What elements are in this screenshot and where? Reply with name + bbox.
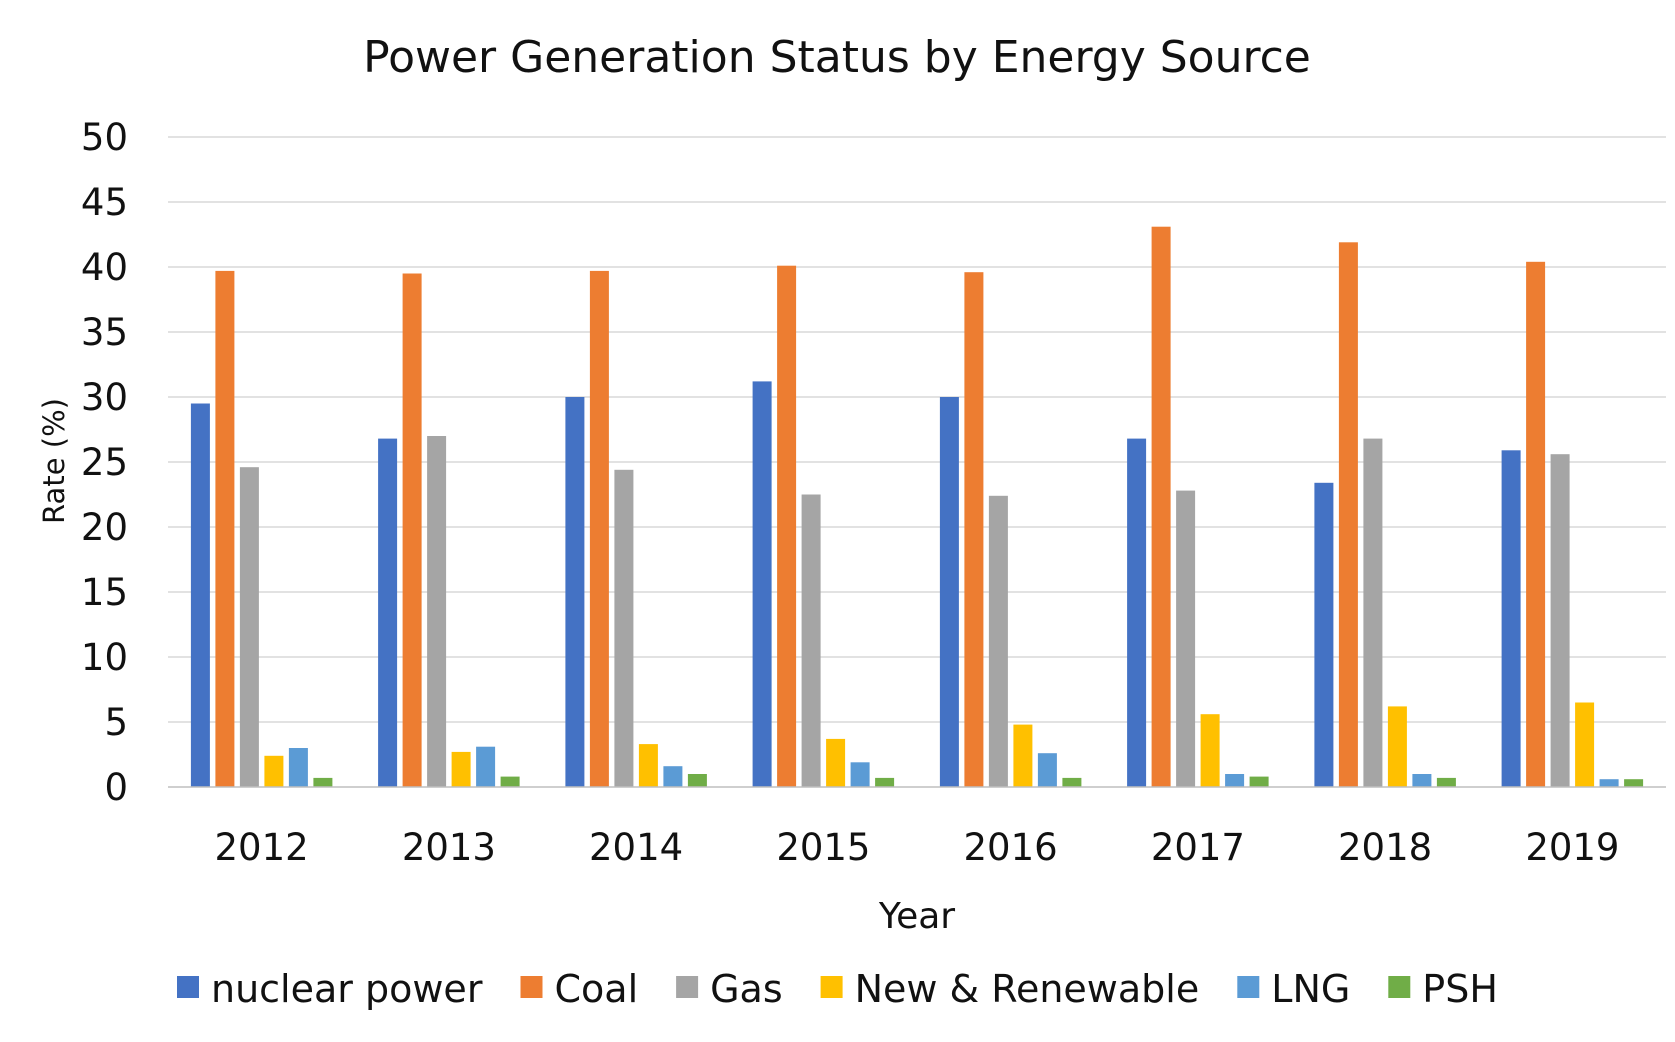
- bar-2016-nuclear-power: [939, 397, 959, 787]
- bar-2012-coal: [215, 270, 235, 787]
- bar-2018-nuclear-power: [1314, 482, 1334, 787]
- x-tick-label: 2013: [402, 826, 496, 869]
- bar-2019-psh: [1624, 779, 1644, 787]
- bar-2014-new-renewable: [638, 744, 658, 787]
- bar-2014-lng: [663, 766, 683, 787]
- y-tick-label: 35: [81, 311, 128, 354]
- bar-2012-lng: [288, 748, 308, 787]
- y-tick-label: 45: [81, 181, 128, 224]
- bar-2019-coal: [1526, 261, 1546, 787]
- legend-swatch-new-renewable: [820, 976, 843, 998]
- bar-2017-psh: [1249, 776, 1269, 787]
- y-tick-label: 10: [81, 636, 128, 679]
- legend-label: nuclear power: [211, 967, 483, 1011]
- bar-2012-nuclear-power: [190, 403, 210, 787]
- bar-2012-new-renewable: [264, 755, 284, 787]
- bar-2018-new-renewable: [1387, 706, 1407, 787]
- legend-label: Coal: [555, 967, 639, 1011]
- x-tick-label: 2018: [1338, 826, 1432, 869]
- x-axis-ticks: 2012 2013 2014 2015 2016 2017 2018 2019: [215, 826, 1620, 869]
- x-tick-label: 2016: [964, 826, 1058, 869]
- bar-2018-coal: [1338, 242, 1358, 788]
- bar-2015-coal: [777, 265, 797, 787]
- y-tick-label: 0: [104, 766, 128, 809]
- bar-2012-gas: [239, 467, 259, 787]
- legend-swatch-coal: [520, 976, 543, 998]
- bar-2017-lng: [1225, 774, 1245, 787]
- x-tick-label: 2019: [1525, 826, 1619, 869]
- legend: nuclear power Coal Gas New & Renewable LNG PS…: [177, 967, 1498, 1011]
- bar-2014-psh: [687, 774, 707, 787]
- y-tick-label: 15: [81, 571, 128, 614]
- legend-swatch-nuclear-power: [177, 976, 199, 998]
- x-tick-label: 2015: [776, 826, 870, 869]
- bar-2018-lng: [1412, 774, 1432, 787]
- bar-2014-nuclear-power: [565, 397, 585, 787]
- legend-label: New & Renewable: [855, 967, 1200, 1011]
- y-tick-label: 40: [81, 246, 128, 289]
- bar-2015-gas: [801, 494, 821, 787]
- bar-2019-new-renewable: [1575, 702, 1595, 787]
- y-axis-title: Rate (%): [37, 398, 71, 524]
- bar-2017-nuclear-power: [1127, 438, 1147, 787]
- y-tick-label: 5: [104, 701, 128, 744]
- bar-2016-gas: [988, 495, 1008, 787]
- bar-2017-gas: [1176, 490, 1196, 787]
- legend-label: Gas: [710, 967, 783, 1011]
- bar-2013-lng: [476, 746, 496, 787]
- bar-2016-lng: [1037, 753, 1057, 787]
- bar-2018-gas: [1363, 438, 1383, 787]
- x-axis-title: Year: [878, 896, 955, 937]
- bar-2013-coal: [402, 273, 422, 787]
- bar-2015-nuclear-power: [752, 381, 772, 787]
- bar-2019-gas: [1550, 454, 1570, 787]
- y-tick-label: 20: [81, 506, 128, 549]
- x-tick-label: 2014: [589, 826, 683, 869]
- chart-title: Power Generation Status by Energy Source: [363, 32, 1311, 83]
- y-tick-label: 25: [81, 441, 128, 484]
- legend-swatch-lng: [1237, 976, 1260, 998]
- bar-2013-gas: [427, 436, 447, 787]
- bar-2016-new-renewable: [1013, 724, 1033, 787]
- bar-2013-new-renewable: [451, 751, 471, 787]
- bar-2015-psh: [875, 777, 895, 787]
- bar-2018-psh: [1436, 777, 1456, 787]
- legend-label: PSH: [1422, 967, 1498, 1011]
- bar-2019-nuclear-power: [1501, 450, 1521, 787]
- x-tick-label: 2017: [1151, 826, 1245, 869]
- legend-swatch-psh: [1388, 976, 1411, 998]
- bar-2016-coal: [964, 272, 984, 787]
- bar-2013-nuclear-power: [378, 438, 398, 787]
- bar-2012-psh: [313, 777, 333, 787]
- bar-2016-psh: [1062, 777, 1082, 787]
- x-tick-label: 2012: [215, 826, 309, 869]
- bar-2017-new-renewable: [1200, 714, 1220, 787]
- legend-swatch-gas: [676, 976, 699, 998]
- bar-2017-coal: [1151, 226, 1171, 787]
- bar-2013-psh: [500, 776, 520, 787]
- bar-2015-new-renewable: [826, 738, 846, 787]
- bar-2015-lng: [850, 762, 870, 787]
- bar-2019-lng: [1599, 779, 1619, 787]
- y-tick-label: 30: [81, 376, 128, 419]
- bar-2014-gas: [614, 469, 634, 787]
- bars: [190, 226, 1644, 788]
- y-axis-ticks: 0 5 10 15 20 25 30 35 40 45 50: [81, 116, 128, 809]
- y-tick-label: 50: [81, 116, 128, 159]
- bar-2014-coal: [589, 270, 609, 787]
- legend-label: LNG: [1271, 967, 1350, 1011]
